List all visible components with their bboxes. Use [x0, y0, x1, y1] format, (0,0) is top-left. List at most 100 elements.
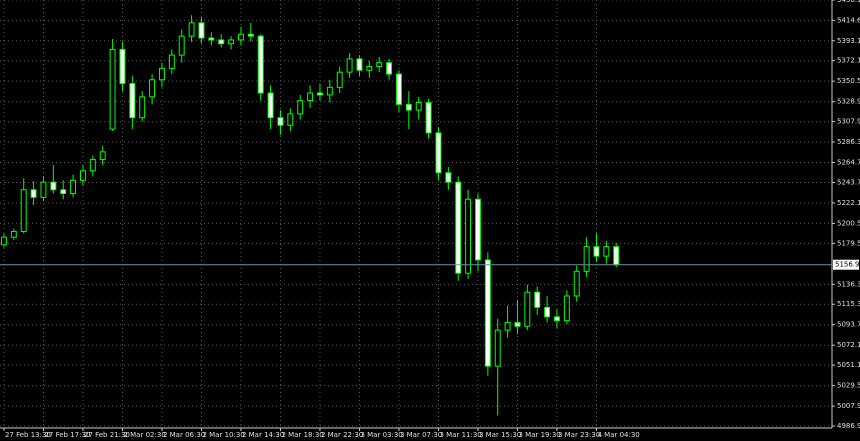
candle-body: [267, 92, 274, 119]
x-tick-label: 3 Mar 15:30: [479, 431, 521, 439]
candle-body: [415, 102, 422, 111]
current-price-box: [833, 259, 859, 270]
candle-body: [603, 246, 610, 257]
candle-body: [40, 181, 47, 198]
candle-body: [307, 92, 314, 102]
y-tick-label: 5007.90: [837, 402, 860, 410]
candle-body: [465, 198, 472, 274]
candle-body: [554, 316, 560, 322]
candle-body: [563, 295, 570, 322]
candle-body: [494, 329, 501, 367]
x-tick-label: 2 Mar 02:30: [123, 431, 165, 439]
candle-body: [139, 96, 146, 119]
candle-body: [20, 189, 27, 232]
y-tick-label: 5093.70: [837, 321, 860, 329]
candle-body: [89, 158, 96, 172]
candle-body: [326, 86, 333, 96]
x-tick-label: 3 Mar 23:30: [558, 431, 600, 439]
candle-body: [583, 246, 590, 272]
candle-body: [593, 246, 600, 257]
y-tick-label: 5029.50: [837, 382, 860, 390]
candle-body: [356, 58, 363, 71]
candle-body: [109, 48, 116, 130]
y-tick-label: 5328.90: [837, 98, 860, 106]
candle-body: [188, 22, 195, 37]
y-tick-label: 5393.10: [837, 37, 860, 45]
candle-body: [247, 33, 254, 37]
candle-body: [435, 132, 442, 174]
candle-body: [277, 117, 284, 126]
candle-body: [346, 58, 353, 73]
x-tick-label: 3 Mar 03:30: [360, 431, 402, 439]
candle-body: [218, 39, 225, 45]
candle-body: [168, 54, 175, 69]
candle-body: [395, 73, 402, 105]
y-tick-label: 5115.30: [837, 300, 860, 308]
y-tick-label: 5200.50: [837, 219, 860, 227]
candle-body: [129, 83, 136, 119]
y-tick-label: 5307.90: [837, 118, 860, 126]
x-tick-label: 3 Mar 11:30: [439, 431, 481, 439]
candle-body: [504, 322, 511, 331]
candle-body: [178, 35, 185, 56]
candle-body: [386, 62, 393, 75]
x-tick-label: 27 Feb 13:30: [5, 431, 51, 439]
candle-body: [425, 102, 432, 134]
candle-body: [10, 230, 17, 238]
y-tick-label: 5051.10: [837, 361, 860, 369]
candle-body: [30, 189, 37, 198]
candle-body: [228, 39, 235, 45]
y-tick-label: 5179.50: [837, 239, 860, 247]
candle-body: [474, 198, 481, 261]
candle-body: [316, 92, 323, 96]
x-tick-label: 2 Mar 10:30: [202, 431, 244, 439]
y-tick-label: 4986.90: [837, 422, 860, 430]
y-tick-label: 5414.60: [837, 16, 860, 24]
y-tick-label: 5286.30: [837, 138, 860, 146]
x-tick-label: 3 Mar 07:30: [400, 431, 442, 439]
candle-body: [79, 170, 86, 181]
x-tick-label: 2 Mar 14:30: [242, 431, 284, 439]
candle-body: [119, 48, 126, 85]
candle-body: [60, 189, 67, 195]
candle-body: [405, 103, 412, 111]
x-tick-label: 4 Mar 04:30: [597, 431, 639, 439]
y-tick-label: 5136.30: [837, 280, 860, 288]
y-tick-label: 5072.10: [837, 341, 860, 349]
candle-body: [158, 67, 165, 81]
candle-body: [198, 22, 205, 39]
candle-body: [514, 322, 521, 327]
candle-body: [336, 71, 343, 88]
x-tick-label: 27 Feb 17:30: [44, 431, 90, 439]
x-tick-label: 2 Mar 18:30: [281, 431, 323, 439]
candle-body: [484, 259, 491, 367]
candle-body: [297, 100, 304, 115]
candle-body: [544, 306, 551, 318]
candle-body: [287, 113, 294, 126]
candle-body: [208, 37, 215, 41]
candle-body: [573, 270, 580, 297]
current-price-label: 5156.98: [835, 261, 860, 269]
y-tick-label: 5222.10: [837, 199, 860, 207]
candle-body: [445, 172, 452, 183]
candle-body: [534, 291, 541, 308]
y-tick-label: 5372.10: [837, 57, 860, 65]
candle-body: [455, 181, 462, 274]
candle-body: [257, 35, 264, 94]
candle-body: [376, 62, 383, 67]
y-tick-label: 5264.70: [837, 159, 860, 167]
x-tick-label: 3 Mar 19:30: [518, 431, 560, 439]
x-tick-label: 27 Feb 21:30: [84, 431, 130, 439]
x-tick-label: 2 Mar 06:30: [163, 431, 205, 439]
y-tick-label: 5436.10: [837, 0, 860, 4]
candle-body: [50, 181, 57, 191]
candle-body: [524, 291, 531, 327]
candle-body: [613, 246, 620, 266]
y-tick-label: 5350.50: [837, 77, 860, 85]
candle-body: [0, 236, 7, 246]
y-tick-label: 5243.70: [837, 178, 860, 186]
candle-body: [237, 33, 244, 41]
x-tick-label: 2 Mar 22:30: [321, 431, 363, 439]
